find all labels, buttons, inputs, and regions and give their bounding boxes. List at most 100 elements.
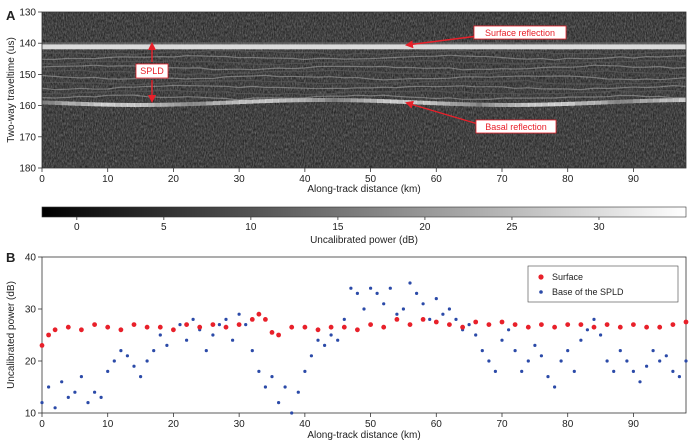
basal-reflector-segment — [61, 101, 69, 106]
base-point — [99, 395, 103, 399]
basal-reflector-segment — [206, 101, 214, 106]
surface-point — [433, 319, 439, 325]
base-point — [631, 369, 636, 373]
basal-reflector-segment — [212, 101, 220, 106]
internal-layer — [41, 59, 687, 66]
basal-reflector-segment — [580, 101, 588, 106]
basal-reflector-segment — [377, 99, 385, 104]
surface-point — [131, 322, 137, 327]
basal-reflector-segment — [561, 101, 569, 106]
surface-point — [525, 324, 531, 330]
panel-a-x-tick-label: 90 — [628, 174, 640, 185]
panel-a-y-tick-label: 170 — [19, 132, 36, 143]
base-point — [651, 349, 655, 353]
basal-reflector-segment — [607, 100, 615, 105]
legend: Surface Base of the SPLD — [527, 265, 679, 303]
basal-reflector-segment — [140, 102, 148, 107]
base-point — [559, 359, 563, 363]
colorbar-tick-label: 20 — [419, 222, 431, 233]
basal-reflector-segment — [88, 102, 96, 107]
surface-label-box — [473, 25, 567, 40]
base-point — [375, 291, 379, 295]
basal-reflector-segment — [449, 101, 457, 106]
base-point — [158, 333, 162, 337]
base-point — [125, 354, 129, 358]
panel-b-x-tick-label: 70 — [496, 419, 508, 430]
base-point — [454, 317, 458, 321]
basal-reflector-segment — [640, 98, 648, 103]
base-point — [145, 359, 149, 363]
basal-reflector-segment — [613, 99, 621, 104]
base-point — [599, 333, 603, 337]
basal-reflector-segment — [291, 98, 299, 103]
basal-reflector-segment — [646, 98, 654, 103]
base-point — [592, 317, 596, 321]
base-point — [336, 338, 340, 342]
basal-label: Basal reflection — [485, 122, 547, 132]
base-point — [441, 312, 445, 316]
basal-reflector-segment — [350, 98, 358, 103]
basal-reflector-segment — [166, 102, 174, 107]
panel-b-y-tick-label: 10 — [25, 409, 37, 420]
basal-reflector-segment — [278, 98, 286, 103]
surface-annotation: Surface reflection — [405, 25, 567, 49]
basal-reflector-segment — [672, 98, 680, 103]
basal-reflector-segment — [272, 98, 280, 103]
base-point — [139, 375, 143, 379]
colorbar-tick-label: 5 — [161, 222, 167, 233]
surface-point — [79, 327, 84, 333]
surface-point — [118, 327, 124, 333]
basal-reflector-segment — [107, 102, 115, 107]
surface-point — [617, 324, 623, 330]
surface-point — [499, 319, 505, 325]
legend-marker-base — [539, 290, 543, 294]
base-point — [349, 286, 353, 290]
surface-point — [539, 322, 544, 327]
base-point — [395, 312, 399, 316]
basal-reflector-segment — [548, 102, 556, 107]
base-point — [625, 359, 629, 363]
panel-b-ylabel: Uncalibrated power (dB) — [6, 281, 17, 389]
basal-reflector-segment — [298, 98, 306, 103]
basal-reflector-segment — [186, 102, 194, 107]
surface-point — [407, 322, 413, 327]
base-point — [296, 390, 300, 394]
base-point — [47, 385, 51, 389]
basal-reflector-segment — [258, 99, 266, 104]
basal-reflector-segment — [383, 99, 391, 104]
base-point — [309, 354, 313, 358]
base-point — [520, 369, 524, 373]
basal-reflector-segment — [153, 102, 161, 107]
basal-reflector-segment — [357, 98, 365, 103]
basal-reflector-segment — [488, 102, 496, 107]
base-point — [329, 333, 333, 337]
surface-point — [578, 322, 584, 327]
internal-layer — [41, 49, 687, 56]
base-point — [579, 338, 583, 342]
panel-b-label: B — [6, 250, 15, 265]
legend-label-base: Base of the SPLD — [552, 287, 624, 297]
basal-reflector-segment — [120, 102, 128, 107]
base-point — [106, 369, 110, 373]
base-point — [605, 359, 609, 363]
base-point — [618, 349, 622, 353]
surface-point — [420, 317, 426, 322]
basal-reflector-segment — [534, 102, 542, 107]
base-point — [434, 297, 438, 301]
panel-a-label: A — [6, 8, 16, 23]
surface-point — [52, 327, 58, 333]
surface-point — [289, 324, 295, 330]
surface-point — [473, 319, 479, 325]
base-point — [263, 385, 267, 389]
basal-reflector-segment — [528, 102, 536, 107]
internal-layer — [41, 89, 687, 96]
surface-point — [269, 330, 275, 335]
base-point — [342, 317, 346, 321]
colorbar-tick-label: 15 — [332, 222, 344, 233]
base-point — [671, 369, 675, 373]
base-point — [53, 406, 57, 410]
basal-reflector-segment — [324, 97, 332, 102]
basal-reflector-segment — [318, 97, 326, 102]
basal-reflector-segment — [68, 101, 76, 106]
basal-reflector-segment — [245, 99, 253, 104]
